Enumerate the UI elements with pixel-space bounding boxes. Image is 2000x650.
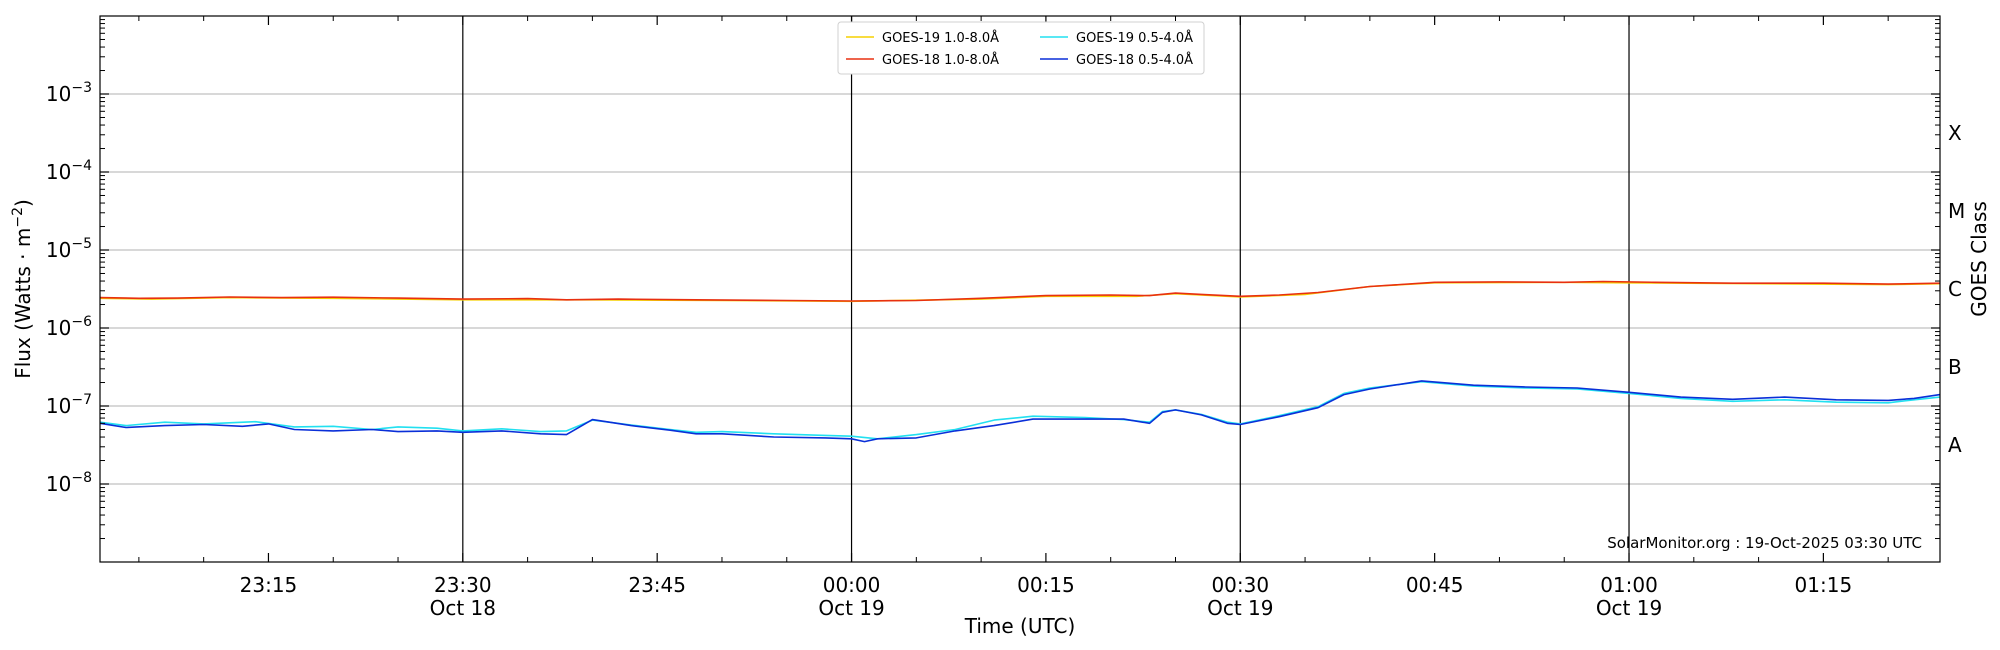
goes-class-axis-title: GOES Class (1967, 201, 1991, 317)
y-tick-label: 10−3 (46, 80, 92, 106)
y-tick-exponent: −4 (71, 158, 92, 174)
x-axis-title: Time (UTC) (964, 614, 1076, 638)
x-tick-date: Oct 19 (1207, 596, 1273, 620)
y-tick-base: 10 (46, 472, 71, 496)
series-line-1 (99, 280, 1941, 302)
y-axis-title-close: ) (11, 199, 35, 207)
y-tick-label: 10−5 (46, 236, 92, 262)
x-tick-label: 00:15 (1017, 573, 1075, 597)
y-tick-base: 10 (46, 394, 71, 418)
x-tick-label: 00:45 (1406, 573, 1464, 597)
y-tick-base: 10 (46, 238, 71, 262)
y-tick-label: 10−6 (46, 314, 92, 340)
x-tick-date: Oct 18 (430, 596, 496, 620)
credit-text: SolarMonitor.org : 19-Oct-2025 03:30 UTC (1607, 534, 1922, 552)
y-axis-ticks: 10−810−710−610−510−410−3 (46, 19, 1940, 540)
x-tick-label: 23:45 (628, 573, 686, 597)
goes-class-label: B (1948, 355, 1962, 379)
goes-class-label: A (1948, 433, 1962, 457)
y-tick-label: 10−8 (46, 470, 92, 496)
legend-entry: GOES-19 1.0-8.0Å (882, 30, 999, 46)
y-tick-exponent: −5 (71, 236, 92, 252)
y-tick-exponent: −7 (71, 392, 92, 408)
horizontal-grid (100, 93, 1940, 485)
legend-box (837, 21, 1205, 75)
y-tick-base: 10 (46, 82, 71, 106)
x-tick-label: 00:00 (823, 573, 881, 597)
legend-entry: GOES-19 0.5-4.0Å (1076, 30, 1193, 46)
legend-entry: GOES-18 0.5-4.0Å (1076, 52, 1193, 68)
plot-frame (99, 15, 1941, 563)
x-tick-label: 01:00 (1600, 573, 1658, 597)
y-axis-title-exponent: −2 (10, 207, 26, 228)
flux-series (99, 280, 1941, 443)
y-axis-title: Flux (Watts · m−2) (10, 199, 35, 379)
x-tick-date: Oct 19 (1596, 596, 1662, 620)
x-tick-label: 00:30 (1211, 573, 1269, 597)
series-line-3 (99, 380, 1941, 443)
y-axis-title-main: Flux (Watts · m (11, 228, 35, 379)
y-tick-exponent: −3 (71, 80, 92, 96)
x-tick-date: Oct 19 (818, 596, 884, 620)
y-tick-exponent: −6 (71, 314, 92, 330)
goes-class-label: C (1948, 277, 1962, 301)
y-tick-base: 10 (46, 316, 71, 340)
x-tick-label: 01:15 (1795, 573, 1853, 597)
y-tick-base: 10 (46, 160, 71, 184)
y-tick-label: 10−7 (46, 392, 92, 418)
series-line-2 (99, 380, 1941, 440)
series-line-0 (99, 281, 1941, 303)
x-tick-label: 23:15 (240, 573, 298, 597)
goes-class-label: X (1948, 121, 1962, 145)
x-tick-label: 23:30 (434, 573, 492, 597)
y-tick-exponent: −8 (71, 470, 92, 486)
y-tick-label: 10−4 (46, 158, 92, 184)
goes-class-labels: X M C B A (1948, 121, 1965, 457)
legend: GOES-19 1.0-8.0Å GOES-18 1.0-8.0Å GOES-19 … (837, 21, 1205, 75)
legend-entry: GOES-18 1.0-8.0Å (882, 52, 999, 68)
goes-class-label: M (1948, 199, 1965, 223)
date-vertical-lines (462, 16, 1630, 562)
